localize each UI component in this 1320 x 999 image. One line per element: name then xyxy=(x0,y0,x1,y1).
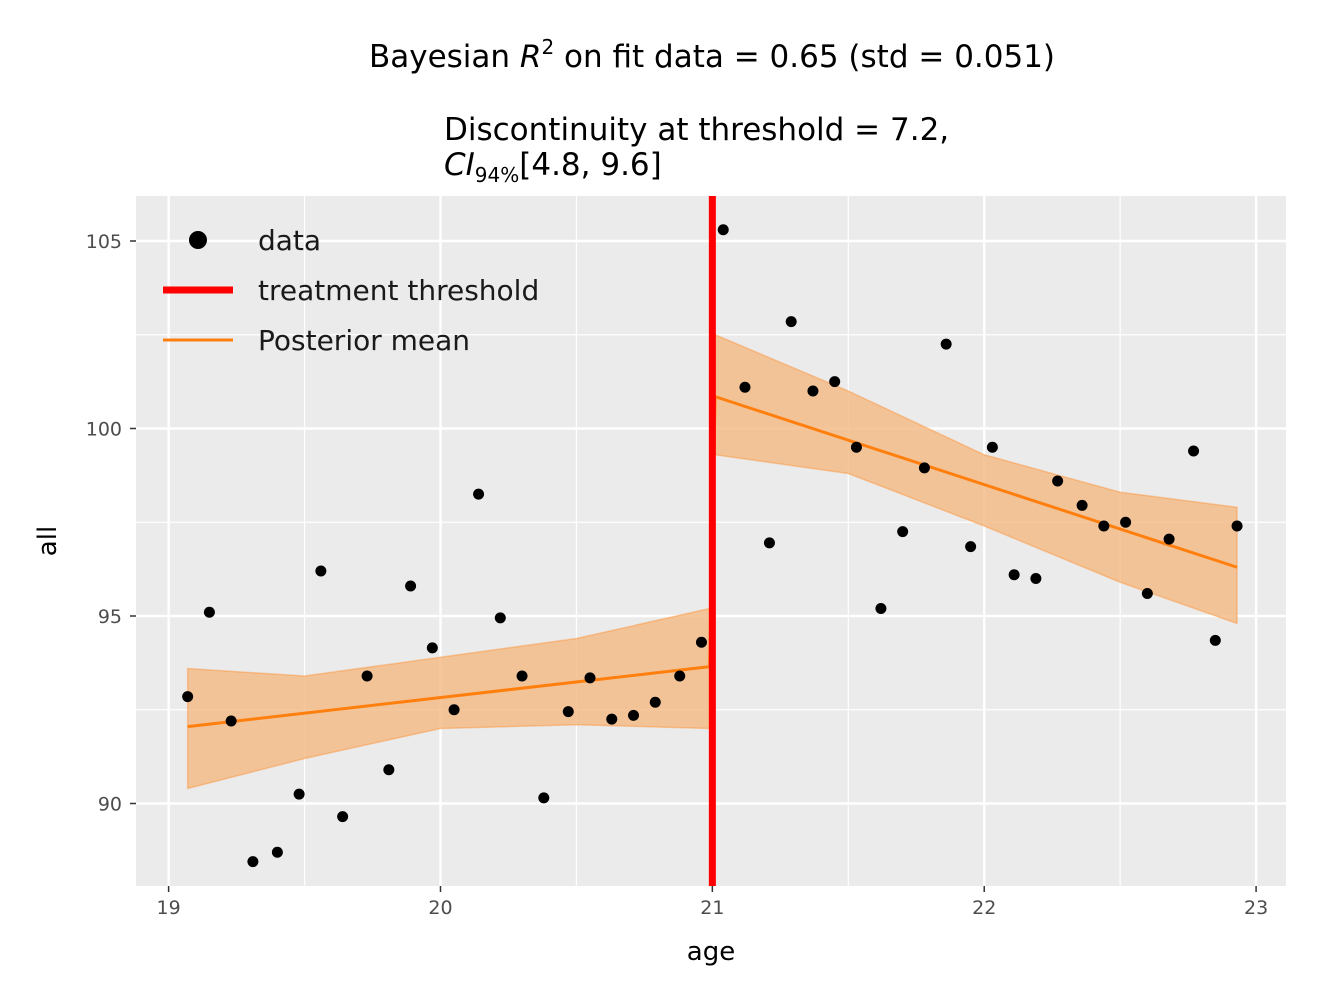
data-point xyxy=(695,636,707,648)
ci-band xyxy=(714,333,1238,625)
data-point xyxy=(1209,634,1221,646)
data-point xyxy=(1008,569,1020,581)
data-point xyxy=(473,488,485,500)
data-point xyxy=(1076,499,1088,511)
data-point xyxy=(606,713,618,725)
y-axis-title: all xyxy=(33,526,63,556)
chart-title-line3: CI94%[4.8, 9.6] xyxy=(444,147,662,187)
data-point xyxy=(405,580,417,592)
data-point xyxy=(1231,520,1243,532)
data-point xyxy=(225,715,237,727)
data-point xyxy=(1120,516,1132,528)
data-point xyxy=(1052,475,1064,487)
data-point xyxy=(203,606,215,618)
x-axis-ticks: 19 20 21 22 23 xyxy=(157,886,1268,919)
data-point xyxy=(875,603,887,614)
y-tick-label: 105 xyxy=(86,231,122,253)
data-point xyxy=(337,811,349,823)
x-tick-label: 21 xyxy=(700,897,724,919)
data-point xyxy=(763,537,775,549)
data-point xyxy=(361,670,373,682)
data-point xyxy=(271,846,283,858)
y-tick-label: 90 xyxy=(98,794,122,816)
data-point xyxy=(807,385,819,397)
data-point xyxy=(1098,520,1110,532)
legend-label: Posterior mean xyxy=(258,324,470,357)
y-tick-label: 95 xyxy=(98,606,122,628)
x-tick-label: 23 xyxy=(1244,897,1268,919)
data-point xyxy=(426,642,438,654)
data-point xyxy=(717,224,729,236)
legend-label: data xyxy=(258,224,321,257)
chart-title-line1: Bayesian R2 on fit data = 0.65 (std = 0.… xyxy=(369,35,1055,75)
data-point xyxy=(448,704,460,716)
x-tick-label: 22 xyxy=(972,897,996,919)
data-point xyxy=(1163,533,1175,545)
legend: data treatment threshold Posterior mean xyxy=(163,224,539,357)
x-axis-title: age xyxy=(687,937,735,967)
y-axis-ticks: 90 95 100 105 xyxy=(86,231,136,816)
legend-point-key xyxy=(189,231,207,249)
data-point xyxy=(829,376,841,388)
data-point xyxy=(562,706,574,718)
legend-label: treatment threshold xyxy=(258,274,539,307)
data-point xyxy=(628,709,640,721)
data-point xyxy=(986,441,998,453)
data-point xyxy=(1030,573,1042,584)
data-point xyxy=(1188,445,1200,457)
data-point xyxy=(584,672,596,684)
x-tick-label: 20 xyxy=(428,897,452,919)
data-point xyxy=(182,691,194,703)
x-tick-label: 19 xyxy=(157,897,181,919)
data-point xyxy=(897,526,909,538)
data-point xyxy=(383,764,395,776)
data-point xyxy=(293,788,305,800)
data-point xyxy=(649,696,661,708)
y-tick-label: 100 xyxy=(86,419,122,441)
data-point xyxy=(918,462,930,474)
data-point xyxy=(785,316,797,328)
data-point xyxy=(940,338,952,350)
data-point xyxy=(315,565,327,577)
data-point xyxy=(494,612,506,624)
data-point xyxy=(850,441,862,453)
data-point xyxy=(1141,588,1153,599)
data-point xyxy=(674,670,686,682)
chart-title-line2: Discontinuity at threshold = 7.2, xyxy=(444,112,949,148)
data-point xyxy=(965,541,977,553)
data-point xyxy=(247,856,259,868)
data-point xyxy=(516,670,528,682)
data-points xyxy=(182,224,1243,868)
data-point xyxy=(739,381,751,393)
data-point xyxy=(538,792,550,804)
